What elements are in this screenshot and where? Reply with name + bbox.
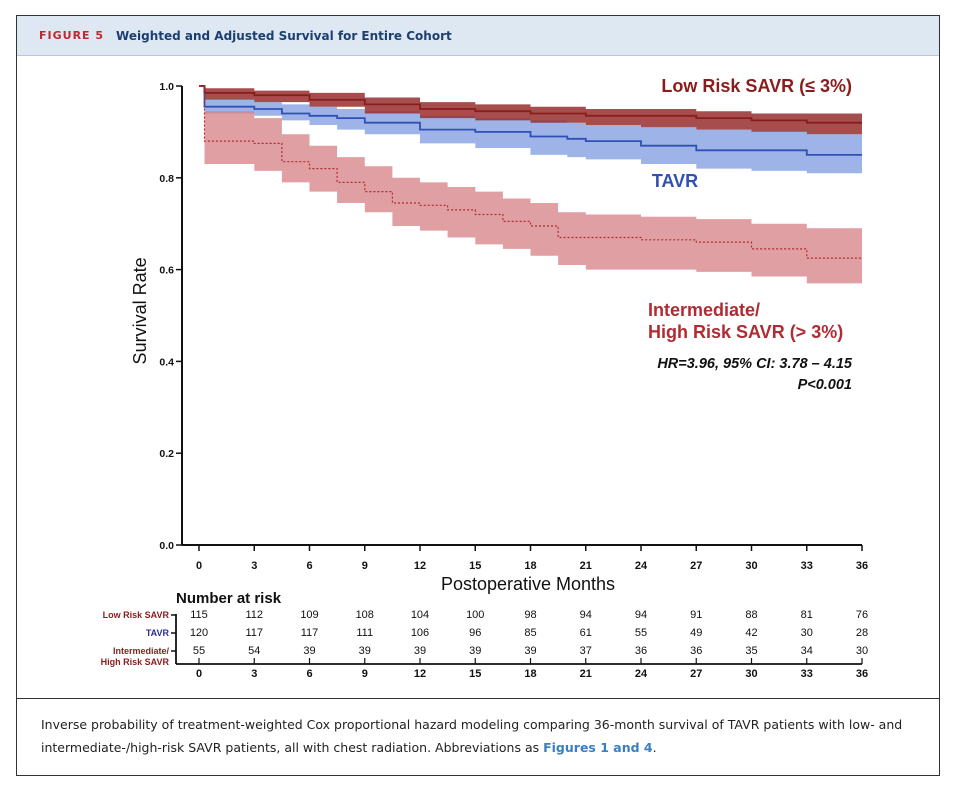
risk-table-value: 36: [690, 645, 702, 657]
x-tick-label: 33: [801, 560, 813, 572]
risk-table-value: 117: [245, 627, 263, 639]
y-tick-label: 0.2: [159, 448, 174, 460]
band-tavr: [199, 86, 862, 174]
risk-table-time-label: 30: [745, 668, 757, 680]
risk-table-value: 28: [856, 627, 868, 639]
caption-end: .: [652, 740, 657, 755]
figure-header: FIGURE 5 Weighted and Adjusted Survival …: [17, 16, 939, 56]
risk-table-value: 49: [690, 627, 702, 639]
y-tick-label: 0.0: [159, 540, 174, 552]
x-tick-label: 21: [580, 560, 592, 572]
risk-table-value: 76: [856, 609, 868, 621]
risk-table-value: 35: [745, 645, 757, 657]
risk-table-value: 91: [690, 609, 702, 621]
x-tick-label: 24: [635, 560, 648, 572]
risk-table-value: 39: [524, 645, 536, 657]
line-tavr: [199, 85, 862, 156]
risk-table-value: 54: [248, 645, 260, 657]
intermediate-label-line2: High Risk SAVR (> 3%): [648, 322, 843, 342]
risk-table-row-label: High Risk SAVR: [101, 657, 170, 667]
x-tick-label: 3: [251, 560, 257, 572]
risk-table-value: 94: [580, 609, 592, 621]
risk-table-time-label: 18: [524, 668, 536, 680]
risk-table-row-label: Intermediate/: [113, 646, 170, 656]
x-tick-label: 6: [306, 560, 312, 572]
risk-table-value: 30: [856, 645, 868, 657]
risk-table-value: 106: [411, 627, 429, 639]
y-axis-title: Survival Rate: [130, 257, 150, 364]
risk-table-value: 100: [466, 609, 484, 621]
p-value-text: P<0.001: [798, 377, 852, 393]
x-tick-label: 30: [745, 560, 757, 572]
x-axis-title: Postoperative Months: [441, 574, 615, 594]
x-tick-label: 27: [690, 560, 702, 572]
risk-table-value: 111: [356, 627, 373, 639]
risk-table-value: 37: [580, 645, 592, 657]
figure-title: Weighted and Adjusted Survival for Entir…: [116, 28, 452, 43]
risk-table-value: 55: [635, 627, 647, 639]
risk-table-value: 115: [190, 609, 208, 621]
x-tick-label: 36: [856, 560, 868, 572]
risk-table-title: Number at risk: [176, 590, 282, 607]
risk-table-time-label: 33: [801, 668, 813, 680]
risk-table-value: 96: [469, 627, 481, 639]
risk-table-time-label: 9: [362, 668, 368, 680]
x-tick-label: 0: [196, 560, 202, 572]
risk-table-value: 34: [801, 645, 813, 657]
x-tick-label: 15: [469, 560, 481, 572]
band-int: [199, 86, 862, 284]
risk-table-value: 42: [745, 627, 757, 639]
risk-table-time-label: 0: [196, 668, 202, 680]
caption-text: Inverse probability of treatment-weighte…: [41, 717, 903, 755]
caption-figures-link[interactable]: Figures 1 and 4: [543, 740, 653, 755]
risk-table-value: 112: [245, 609, 263, 621]
risk-table-time-label: 24: [635, 668, 648, 680]
y-tick-label: 0.6: [159, 265, 174, 277]
risk-table-value: 81: [801, 609, 813, 621]
figure-label: FIGURE 5: [39, 29, 105, 42]
y-tick-label: 0.4: [159, 356, 174, 368]
risk-table-time-label: 36: [856, 668, 868, 680]
risk-table-value: 55: [193, 645, 205, 657]
risk-table-row-label: Low Risk SAVR: [103, 610, 170, 620]
risk-table-time-label: 27: [690, 668, 702, 680]
risk-table-value: 39: [359, 645, 371, 657]
risk-table-value: 108: [356, 609, 374, 621]
x-tick-label: 12: [414, 560, 426, 572]
y-tick-label: 1.0: [159, 81, 174, 93]
risk-table-time-label: 15: [469, 668, 481, 680]
risk-table-time-label: 12: [414, 668, 426, 680]
risk-table-time-label: 6: [306, 668, 312, 680]
risk-table-value: 117: [301, 627, 319, 639]
risk-table-value: 109: [300, 609, 318, 621]
hazard-ratio-text: HR=3.96, 95% CI: 3.78 – 4.15: [657, 356, 853, 372]
risk-table-value: 120: [190, 627, 208, 639]
intermediate-label-line1: Intermediate/: [648, 300, 760, 320]
figure-caption: Inverse probability of treatment-weighte…: [41, 713, 921, 759]
caption-divider: [17, 698, 939, 699]
risk-table-value: 36: [635, 645, 647, 657]
x-tick-label: 9: [362, 560, 368, 572]
risk-table-value: 39: [414, 645, 426, 657]
risk-table-time-label: 3: [251, 668, 257, 680]
risk-table-time-label: 21: [580, 668, 592, 680]
low-risk-label: Low Risk SAVR (≤ 3%): [661, 76, 852, 96]
risk-table-value: 61: [580, 627, 592, 639]
line-int: [199, 85, 862, 259]
tavr-label: TAVR: [652, 171, 698, 191]
risk-table-value: 104: [411, 609, 429, 621]
line-low: [199, 85, 862, 124]
risk-table-value: 30: [801, 627, 813, 639]
risk-table-row-label: TAVR: [146, 628, 170, 638]
risk-table-value: 88: [745, 609, 757, 621]
risk-table-value: 85: [524, 627, 536, 639]
risk-table-value: 39: [469, 645, 481, 657]
risk-table-value: 94: [635, 609, 647, 621]
x-tick-label: 18: [524, 560, 536, 572]
y-tick-label: 0.8: [159, 173, 174, 185]
risk-table-value: 98: [524, 609, 536, 621]
band-low: [199, 86, 862, 135]
risk-table-value: 39: [303, 645, 315, 657]
